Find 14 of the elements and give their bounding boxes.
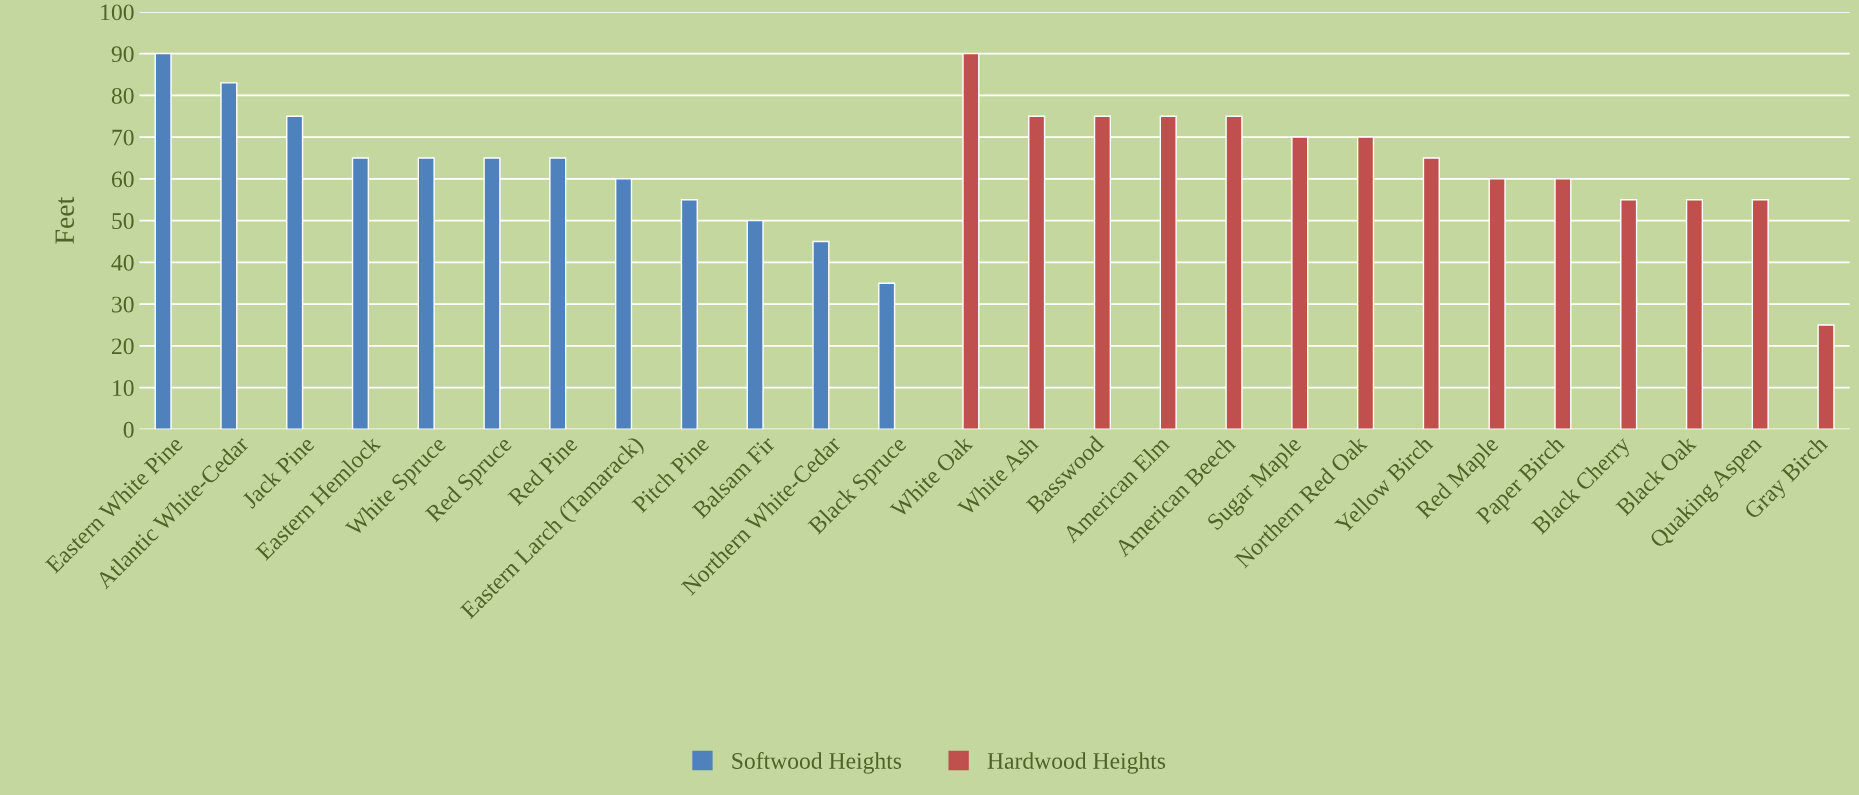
y-tick-label: 0 [123,421,134,438]
y-tick-label: 70 [112,129,134,146]
y-axis-title: Feet [55,196,75,244]
legend-label: Softwood Heights [732,752,902,774]
y-tick-label: 40 [111,254,134,271]
y-tick-label: 60 [111,171,134,188]
y-tick-label: 100 [101,4,134,21]
y-tick-label: 10 [113,380,134,396]
y-tick-label: 20 [111,338,134,355]
y-tick-label: 90 [111,46,134,63]
legend-label: Hardwood Heights [987,752,1166,774]
y-tick-label: 50 [112,213,134,230]
y-tick-label: 80 [111,87,134,104]
y-tick-label: 30 [112,296,134,313]
